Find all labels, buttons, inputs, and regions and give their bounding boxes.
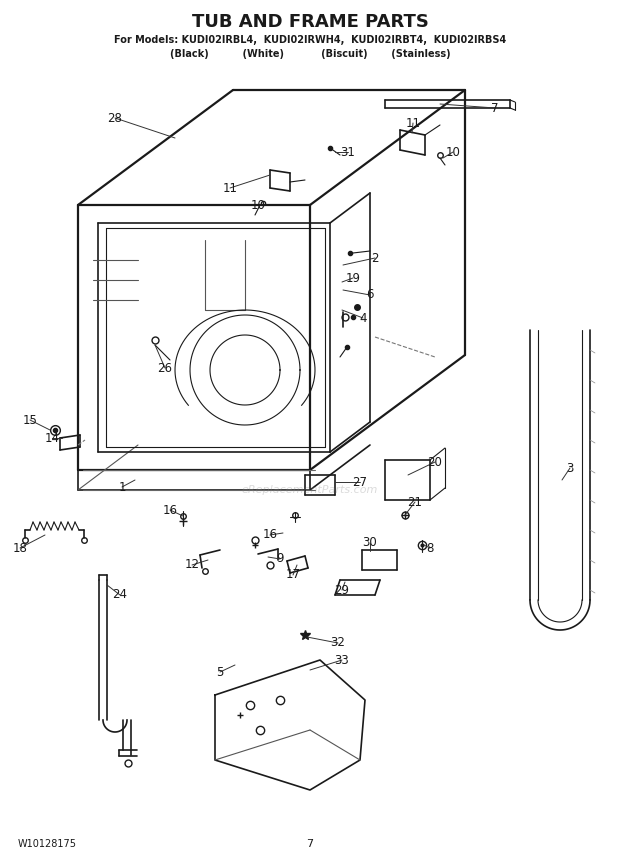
Text: 6: 6 xyxy=(366,288,374,301)
Text: 24: 24 xyxy=(112,589,128,602)
Text: 7: 7 xyxy=(306,839,314,849)
Text: 19: 19 xyxy=(345,271,360,284)
Text: 4: 4 xyxy=(359,312,367,324)
Text: 9: 9 xyxy=(277,552,284,566)
Text: 10: 10 xyxy=(446,146,461,158)
Text: 16: 16 xyxy=(162,503,177,516)
Text: 16: 16 xyxy=(262,528,278,542)
Text: 17: 17 xyxy=(285,568,301,581)
Text: 14: 14 xyxy=(45,431,60,444)
Text: 12: 12 xyxy=(185,558,200,572)
Text: 11: 11 xyxy=(223,181,237,194)
Text: 21: 21 xyxy=(407,496,422,508)
Text: eReplacementParts.com: eReplacementParts.com xyxy=(242,485,378,495)
Text: 3: 3 xyxy=(566,461,574,474)
Text: 30: 30 xyxy=(363,537,378,550)
Text: TUB AND FRAME PARTS: TUB AND FRAME PARTS xyxy=(192,13,428,31)
Text: 15: 15 xyxy=(22,413,37,426)
Text: 26: 26 xyxy=(157,361,172,375)
Text: 8: 8 xyxy=(427,542,433,555)
Text: 5: 5 xyxy=(216,665,224,679)
Text: 10: 10 xyxy=(250,199,265,211)
Text: 31: 31 xyxy=(340,146,355,158)
Text: 27: 27 xyxy=(353,475,368,489)
Text: 32: 32 xyxy=(330,637,345,650)
Text: (Black)          (White)           (Biscuit)       (Stainless): (Black) (White) (Biscuit) (Stainless) xyxy=(170,49,450,59)
Text: For Models: KUDI02IRBL4,  KUDI02IRWH4,  KUDI02IRBT4,  KUDI02IRBS4: For Models: KUDI02IRBL4, KUDI02IRWH4, KU… xyxy=(114,35,506,45)
Text: 7: 7 xyxy=(491,102,498,115)
Text: 2: 2 xyxy=(371,252,379,265)
Text: W10128175: W10128175 xyxy=(18,839,77,849)
Text: 33: 33 xyxy=(335,653,350,667)
Text: 29: 29 xyxy=(335,584,350,597)
Text: 1: 1 xyxy=(118,480,126,494)
Text: 11: 11 xyxy=(405,116,420,129)
Text: 18: 18 xyxy=(12,542,27,555)
Text: 28: 28 xyxy=(107,111,122,124)
Text: 20: 20 xyxy=(428,455,443,468)
